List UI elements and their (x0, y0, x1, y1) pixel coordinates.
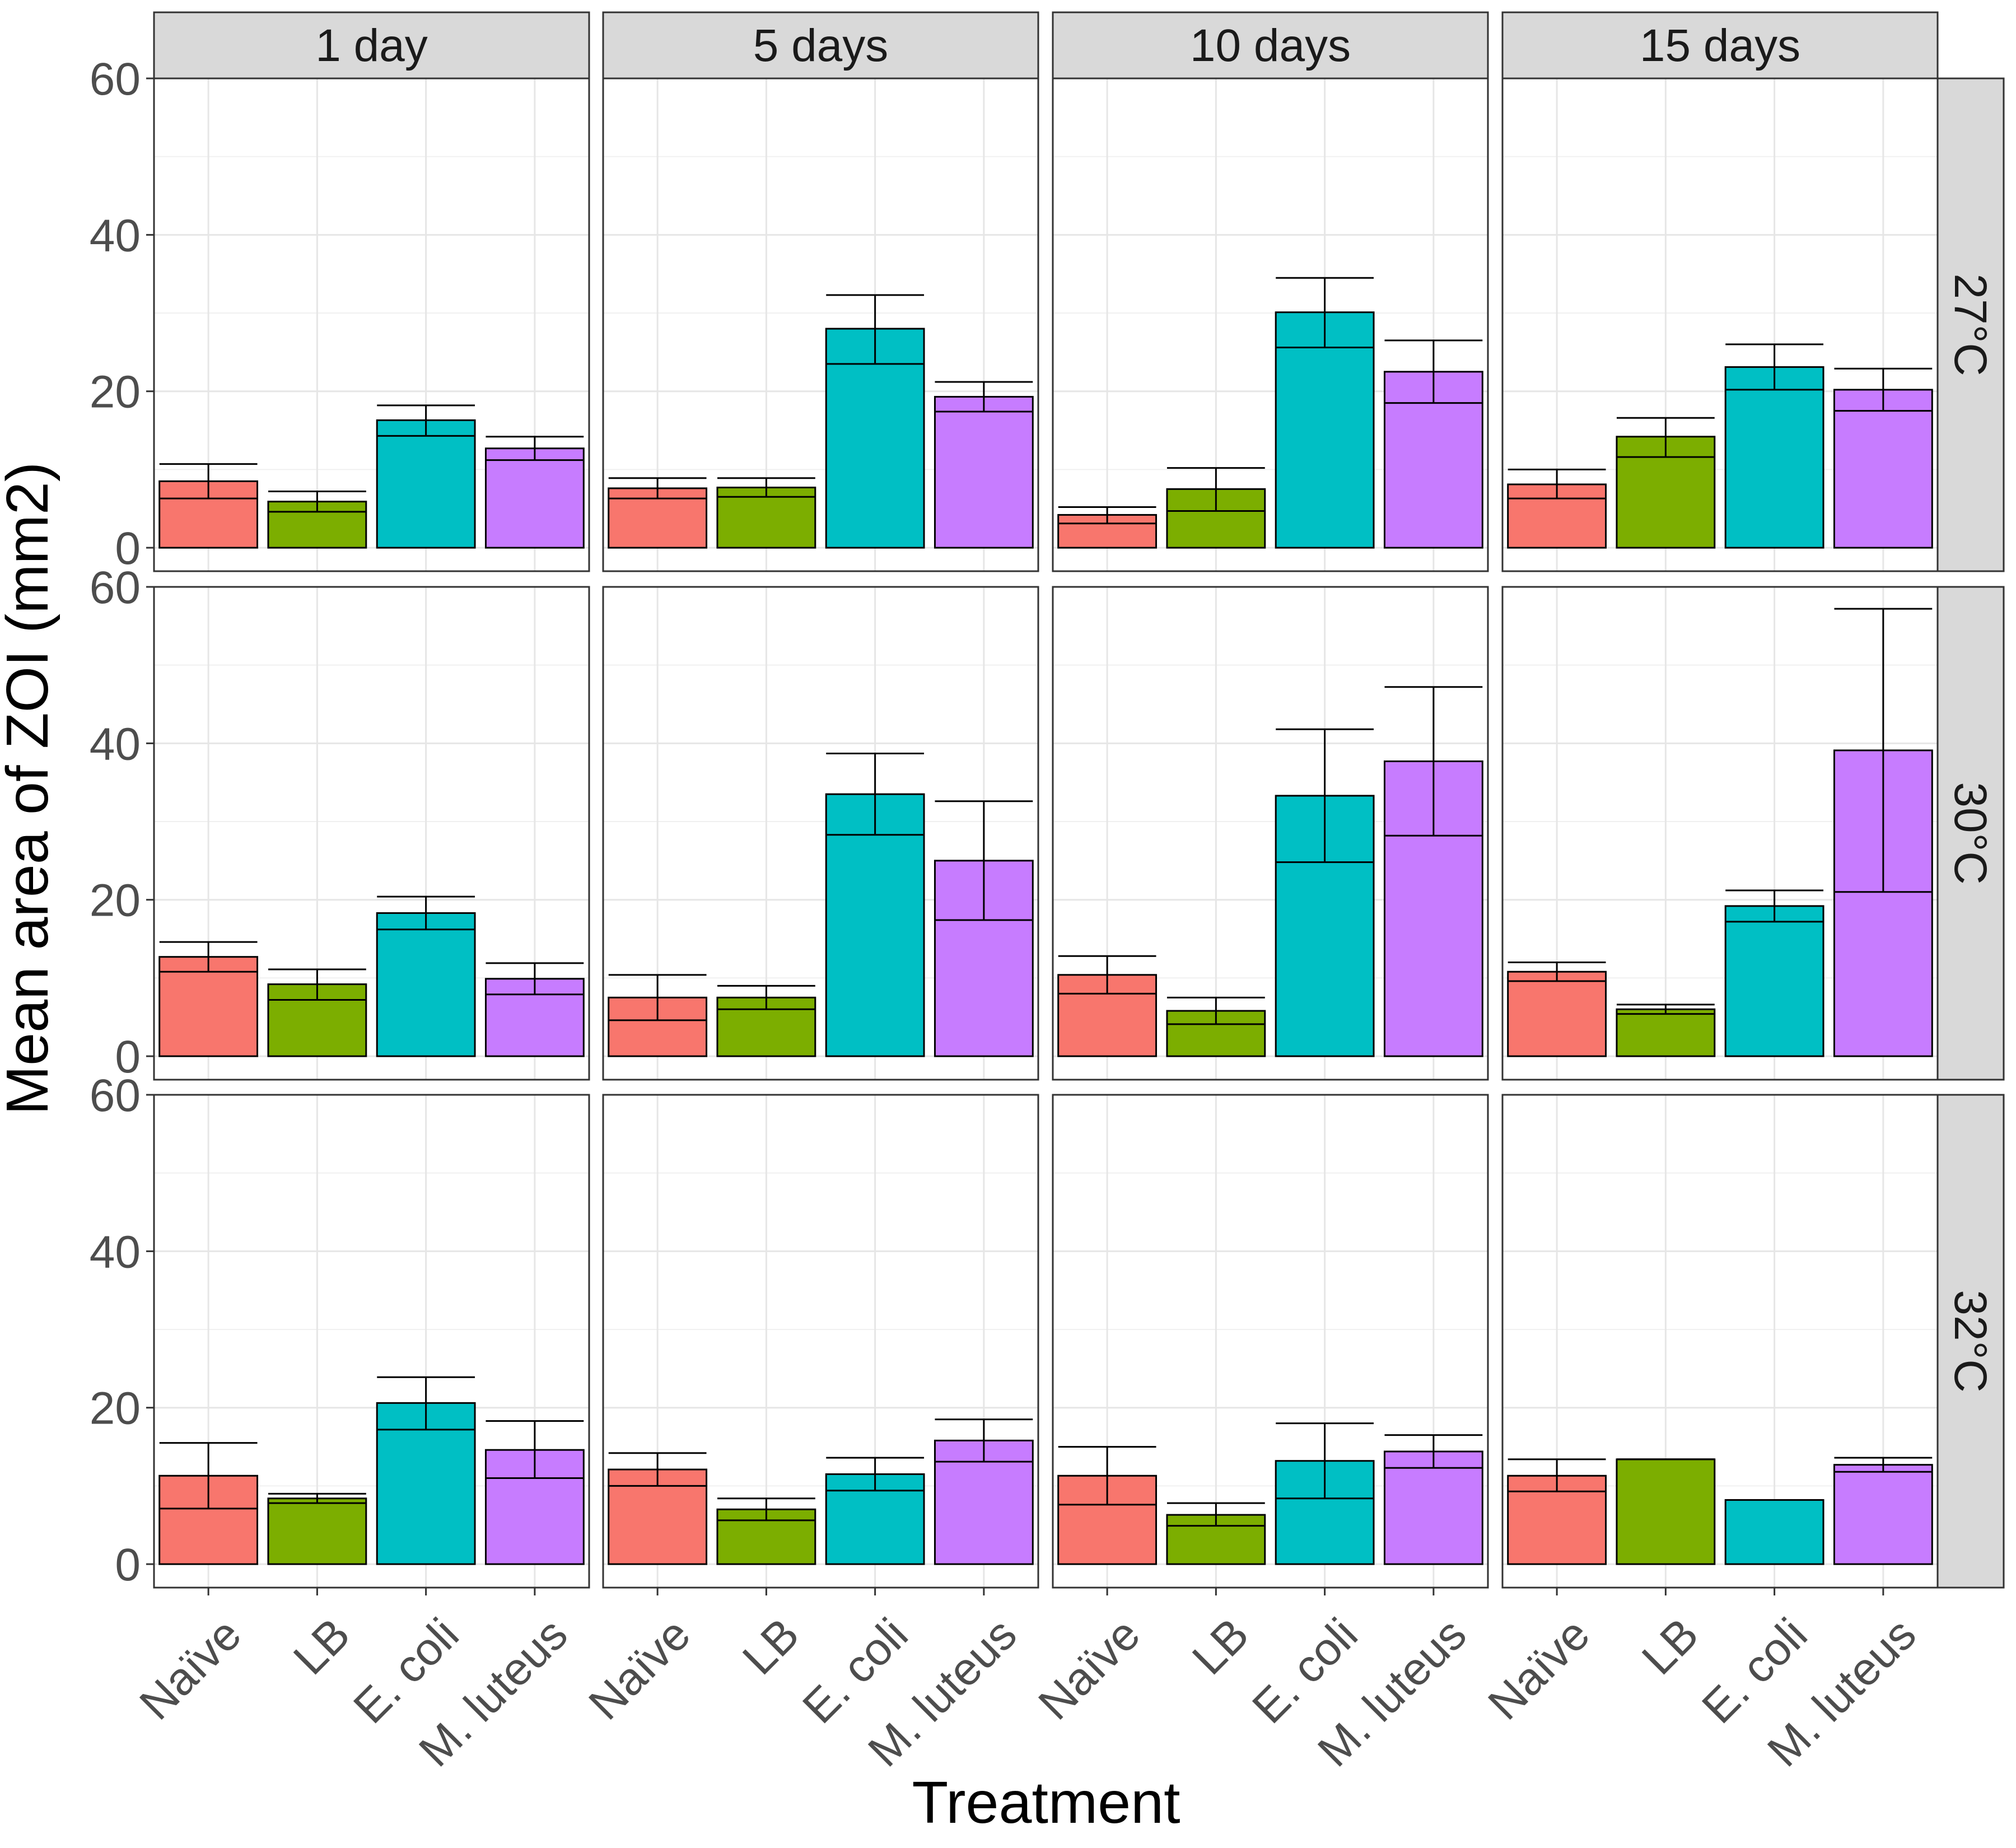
panel-border (153, 586, 590, 1081)
y-tick-label: 40 (90, 1226, 141, 1277)
row-strip (1936, 1094, 2005, 1589)
facet-panel: 0 20 40 60 (90, 562, 590, 1082)
bar (1724, 905, 1824, 1057)
bar (1616, 436, 1716, 549)
bar (484, 447, 585, 549)
panel-border (602, 586, 1039, 1081)
column-strip (602, 11, 1039, 80)
column-strip-label: 5 days (753, 20, 889, 71)
bar (1833, 389, 1933, 549)
column-strip-label: 1 day (315, 20, 428, 71)
panel-border (1501, 586, 1939, 1081)
facet-panel (602, 77, 1039, 572)
bar (934, 396, 1034, 549)
panel-border (153, 1094, 590, 1589)
bar (158, 956, 259, 1057)
facet-panel: 0 20 40 60 (90, 54, 590, 574)
y-tick-label: 20 (90, 875, 141, 926)
column-strip (1501, 11, 1939, 80)
bar (1616, 1008, 1716, 1057)
row-strip (1936, 77, 2005, 572)
x-axis-title: Treatment (912, 1770, 1180, 1836)
bar (1383, 1450, 1483, 1565)
facet-panel (1052, 586, 1489, 1081)
bar (825, 328, 925, 549)
y-tick-label: 20 (90, 367, 141, 418)
facet-panel (1501, 586, 1939, 1081)
row-strip-label: 30°C (1945, 782, 1996, 884)
y-tick-label: 60 (90, 54, 141, 105)
panel-border (602, 1094, 1039, 1589)
y-tick-label: 40 (90, 210, 141, 261)
panel-grid: 1 day 5 days 10 days 15 days 27°C 30°C 32°C 0 20… (90, 11, 2005, 1776)
panel-border (1052, 77, 1489, 572)
bar (1616, 1458, 1716, 1565)
bar (1724, 1499, 1824, 1565)
y-tick-label: 60 (90, 1070, 141, 1121)
row-strip-label: 32°C (1945, 1290, 1996, 1392)
row-strip (1936, 586, 2005, 1081)
y-tick-label: 0 (115, 1539, 141, 1590)
facet-panel (1052, 77, 1489, 572)
y-axis-title: Mean area of ZOI (mm2) (0, 462, 60, 1115)
y-tick-label: 0 (115, 523, 141, 574)
column-strip (153, 11, 590, 80)
facet-panel (1501, 77, 1939, 572)
bar (716, 996, 816, 1057)
y-tick-label: 20 (90, 1383, 141, 1434)
bar (376, 419, 476, 549)
bar (1507, 970, 1607, 1057)
panel-border (153, 77, 590, 572)
panel-border (1501, 77, 1939, 572)
panel-border (602, 77, 1039, 572)
panel-border (1052, 1094, 1489, 1589)
column-strip-label: 15 days (1640, 20, 1800, 71)
y-tick-label: 40 (90, 718, 141, 769)
bar (267, 1497, 367, 1565)
bar (376, 912, 476, 1057)
bar (1833, 1464, 1933, 1565)
row-strip-label: 27°C (1945, 273, 1996, 376)
y-tick-label: 0 (115, 1032, 141, 1082)
column-strip-label: 10 days (1190, 20, 1351, 71)
panel-border (1052, 586, 1489, 1081)
panel-border (1501, 1094, 1939, 1589)
bar (1275, 311, 1375, 549)
y-tick-label: 60 (90, 562, 141, 613)
facet-panel (602, 586, 1039, 1081)
bar (1724, 366, 1824, 549)
